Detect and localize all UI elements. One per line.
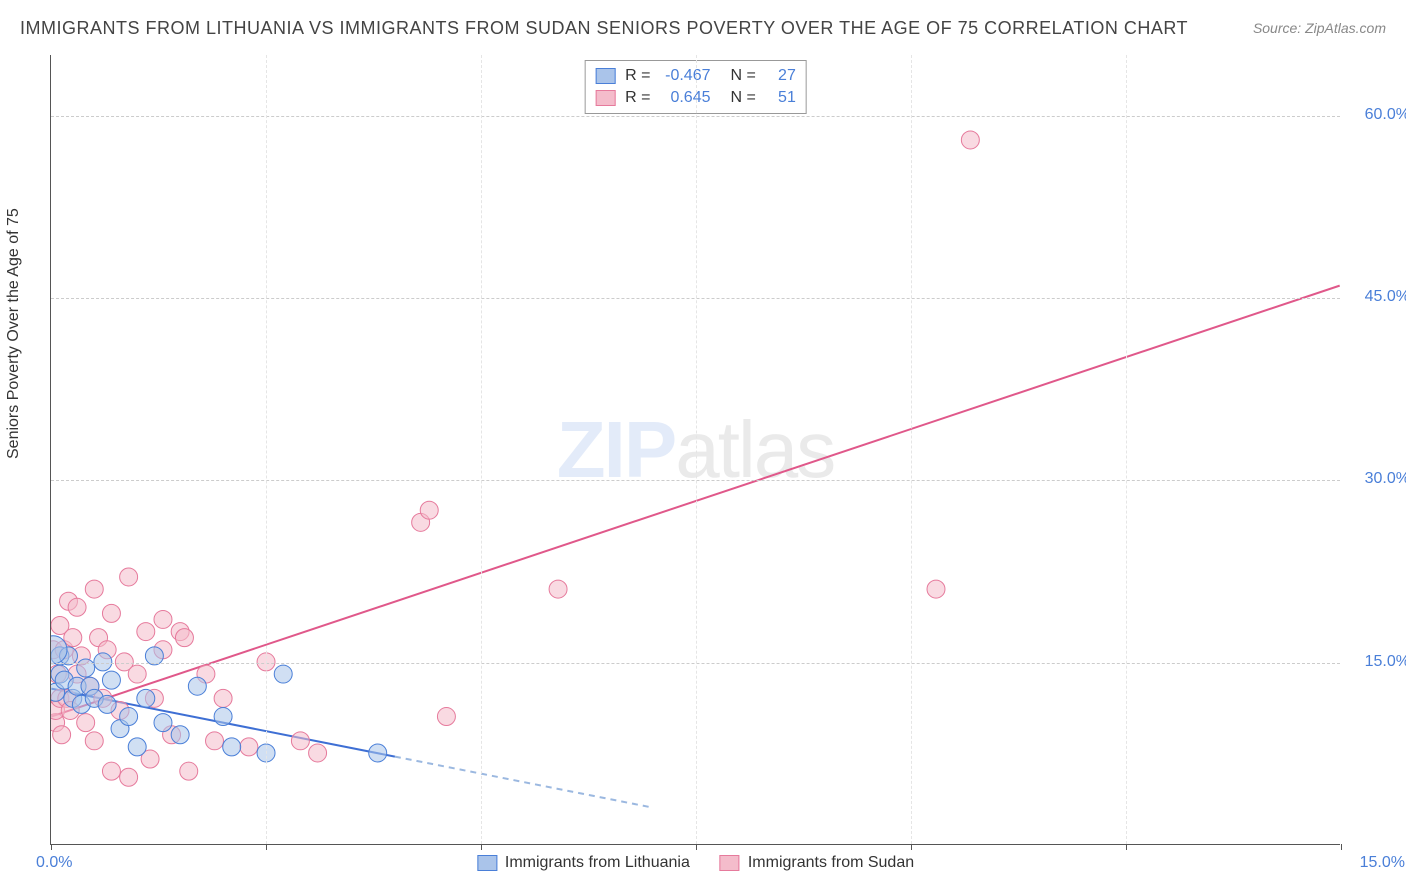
n-value: 27 [766,67,796,85]
source-attribution: Source: ZipAtlas.com [1253,20,1386,36]
x-tick-first: 0.0% [36,854,72,872]
n-label: N = [731,89,756,107]
x-axis-tick [1341,844,1342,850]
legend-swatch [595,68,615,84]
y-tick-label: 60.0% [1350,106,1406,124]
scatter-plot-area: ZIPatlas R = -0.467 N = 27 R = 0.645 N =… [50,55,1340,845]
y-tick-label: 15.0% [1350,653,1406,671]
n-value: 51 [766,89,796,107]
x-axis-tick [481,844,482,850]
y-tick-label: 45.0% [1350,288,1406,306]
x-axis-tick [911,844,912,850]
grid-line-vertical [1126,55,1127,844]
r-label: R = [625,89,650,107]
n-label: N = [731,67,756,85]
legend-swatch [477,855,497,871]
series-legend-item: Immigrants from Lithuania [477,854,690,872]
legend-swatch [595,90,615,106]
x-axis-tick [266,844,267,850]
series-legend-item: Immigrants from Sudan [720,854,914,872]
grid-line-vertical [911,55,912,844]
grid-line-vertical [696,55,697,844]
r-value: -0.467 [661,67,711,85]
r-value: 0.645 [661,89,711,107]
r-label: R = [625,67,650,85]
x-tick-last: 15.0% [1360,854,1405,872]
legend-swatch [720,855,740,871]
y-axis-label: Seniors Poverty Over the Age of 75 [5,208,23,459]
grid-line-vertical [266,55,267,844]
x-axis-tick [51,844,52,850]
series-legend-label: Immigrants from Lithuania [505,854,690,872]
chart-title: IMMIGRANTS FROM LITHUANIA VS IMMIGRANTS … [20,18,1188,39]
series-legend-label: Immigrants from Sudan [748,854,914,872]
series-legend: Immigrants from Lithuania Immigrants fro… [477,854,914,872]
x-axis-tick [696,844,697,850]
y-tick-label: 30.0% [1350,470,1406,488]
x-axis-tick [1126,844,1127,850]
grid-line-vertical [481,55,482,844]
